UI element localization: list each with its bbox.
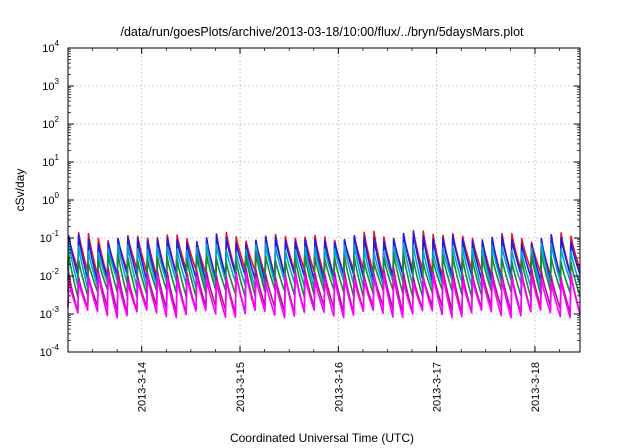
y-tick-label: 104: [42, 39, 59, 55]
y-tick-label: 101: [42, 153, 59, 169]
x-axis: 2013-3-14 2013-3-15 2013-3-16 2013-3-17 2013…: [92, 48, 560, 412]
y-tick-label: 100: [42, 191, 59, 207]
y-tick-label: 103: [42, 77, 59, 93]
x-tick-label: 2013-3-18: [530, 362, 542, 412]
y-tick-label: 10-1: [40, 229, 60, 245]
chart-title: /data/run/goesPlots/archive/2013-03-18/1…: [120, 25, 524, 39]
x-tick-label: 2013-3-15: [235, 362, 247, 412]
y-axis: 10-4 10-3 10-2 10-1 100 101 102 103 104: [40, 39, 580, 359]
y-tick-label: 10-3: [40, 305, 60, 321]
series-line: [67, 272, 581, 319]
y-tick-label: 10-2: [40, 267, 60, 283]
x-axis-label: Coordinated Universal Time (UTC): [230, 431, 414, 445]
y-axis-label: cSv/day: [13, 169, 27, 212]
y-tick-label: 102: [42, 115, 59, 131]
x-tick-label: 2013-3-14: [137, 362, 149, 412]
y-tick-label: 10-4: [40, 343, 60, 359]
series-group: [67, 229, 581, 319]
x-tick-label: 2013-3-16: [333, 362, 345, 412]
x-tick-label: 2013-3-17: [432, 362, 444, 412]
